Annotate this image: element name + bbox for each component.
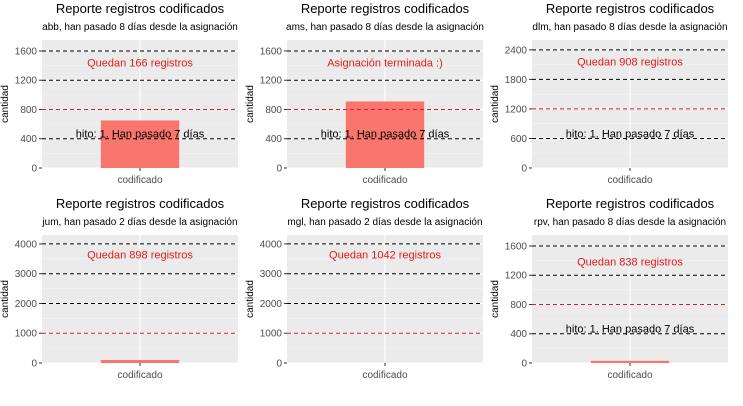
- chart-panel-1: Reporte registros codificados abb, han pa…: [0, 1, 238, 186]
- chart-panel-6: Reporte registros codificados rpv, han pa…: [490, 196, 728, 381]
- y-tick-label: 1800: [505, 75, 528, 86]
- bar-codificado: [345, 101, 425, 168]
- chart-title: Reporte registros codificados: [546, 1, 715, 16]
- chart-title: Reporte registros codificados: [56, 1, 225, 16]
- status-annotation: Quedan 166 registros: [87, 58, 193, 70]
- y-tick-label: 2000: [260, 299, 283, 310]
- status-annotation: Quedan 1042 registros: [329, 249, 441, 261]
- y-tick-label: 2400: [505, 45, 528, 56]
- y-tick-label: 1600: [505, 241, 528, 252]
- y-tick-label: 800: [20, 105, 37, 116]
- chart-panel-5: Reporte registros codificados mgl, han pa…: [245, 196, 483, 381]
- y-tick-label: 0: [521, 164, 527, 175]
- y-tick-label: 600: [510, 134, 527, 145]
- chart-title: Reporte registros codificados: [301, 1, 470, 16]
- y-axis-label: cantidad: [0, 280, 11, 318]
- y-axis-label: cantidad: [490, 85, 501, 123]
- chart-subtitle: dlm, han pasado 8 días desde la asignaci…: [532, 22, 727, 33]
- y-tick-label: 0: [31, 359, 37, 370]
- y-axis-label: cantidad: [245, 85, 256, 123]
- y-tick-label: 4000: [15, 239, 38, 250]
- x-tick-label: codificado: [607, 175, 652, 186]
- y-axis-label: cantidad: [490, 280, 501, 318]
- chart-panel-3: Reporte registros codificados dlm, han pa…: [490, 1, 728, 186]
- chart-subtitle: rpv, han pasado 8 días desde la asignaci…: [534, 217, 726, 228]
- y-tick-label: 0: [521, 359, 527, 370]
- chart-panel-2: Reporte registros codificados ams, han pa…: [245, 1, 484, 186]
- y-tick-label: 400: [20, 134, 37, 145]
- y-tick-label: 800: [510, 300, 527, 311]
- y-tick-label: 2000: [15, 299, 38, 310]
- y-axis-label: cantidad: [0, 85, 11, 123]
- bar-codificado: [100, 120, 180, 168]
- status-annotation: Quedan 838 registros: [577, 256, 683, 268]
- chart-subtitle: abb, han pasado 8 días desde la asignaci…: [42, 22, 238, 33]
- y-tick-label: 400: [510, 329, 527, 340]
- y-tick-label: 1200: [15, 76, 38, 87]
- y-tick-label: 800: [265, 105, 282, 116]
- hito-annotation: hito: 1. Han pasado 7 días: [566, 129, 695, 141]
- chart-subtitle: ams, han pasado 8 días desde la asignaci…: [286, 22, 484, 33]
- y-tick-label: 1200: [260, 76, 283, 87]
- status-annotation: Quedan 908 registros: [577, 57, 683, 69]
- chart-panel-4: Reporte registros codificados jum, han pa…: [0, 196, 238, 381]
- hito-annotation: hito: 1. Han pasado 7 días: [321, 129, 450, 141]
- y-tick-label: 1000: [260, 329, 283, 340]
- y-tick-label: 0: [276, 359, 282, 370]
- bar-codificado: [590, 360, 670, 363]
- chart-title: Reporte registros codificados: [546, 196, 715, 211]
- y-tick-label: 1600: [260, 46, 283, 57]
- status-annotation: Asignación terminada :): [327, 58, 443, 70]
- y-axis-label: cantidad: [245, 280, 256, 318]
- x-tick-label: codificado: [607, 370, 652, 381]
- y-tick-label: 1200: [505, 104, 528, 115]
- hito-annotation: hito: 1. Han pasado 7 días: [76, 129, 205, 141]
- chart-title: Reporte registros codificados: [301, 196, 470, 211]
- y-tick-label: 3000: [15, 269, 38, 280]
- y-tick-label: 400: [265, 134, 282, 145]
- y-tick-label: 1000: [15, 329, 38, 340]
- x-tick-label: codificado: [362, 175, 407, 186]
- y-tick-label: 4000: [260, 239, 283, 250]
- y-tick-label: 1200: [505, 271, 528, 282]
- y-tick-label: 3000: [260, 269, 283, 280]
- chart-title: Reporte registros codificados: [56, 196, 225, 211]
- x-tick-label: codificado: [117, 370, 162, 381]
- x-tick-label: codificado: [117, 175, 162, 186]
- status-annotation: Quedan 898 registros: [87, 249, 193, 261]
- hito-annotation: hito: 1. Han pasado 7 días: [566, 324, 695, 336]
- chart-subtitle: jum, han pasado 2 días desde la asignaci…: [41, 217, 237, 228]
- y-tick-label: 1600: [15, 46, 38, 57]
- bar-codificado: [100, 360, 180, 363]
- chart-subtitle: mgl, han pasado 2 días desde la asignaci…: [287, 217, 482, 228]
- y-tick-label: 0: [276, 164, 282, 175]
- x-tick-label: codificado: [362, 370, 407, 381]
- y-tick-label: 0: [31, 164, 37, 175]
